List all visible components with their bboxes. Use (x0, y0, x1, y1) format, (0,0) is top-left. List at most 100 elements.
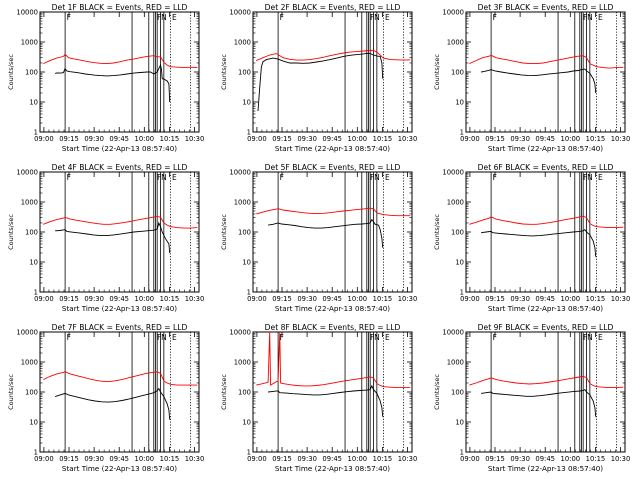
y-tick-label: 10 (29, 99, 38, 107)
marker-label: F (370, 333, 374, 342)
y-axis-label: Counts/sec (433, 214, 441, 250)
marker-label: F (67, 13, 71, 22)
y-tick-label: 1 (34, 129, 38, 137)
x-tick-label: 09:30 (84, 455, 104, 463)
marker-label: F (583, 13, 587, 22)
marker-label: F (280, 333, 284, 342)
x-tick-label: 10:30 (398, 135, 418, 143)
marker-label: F (493, 333, 497, 342)
panel-det-3: Det 3F BLACK = Events, RED = LLD Counts/s… (433, 3, 630, 153)
y-tick-label: 10 (242, 259, 251, 267)
y-tick-label: 100 (25, 69, 38, 77)
marker-label: N (161, 13, 167, 22)
x-tick-label: 09:30 (297, 295, 317, 303)
x-axis-label: Start Time (22-Apr-13 08:57:40) (275, 464, 390, 473)
marker-label: E (172, 13, 177, 22)
marker-label: F (280, 13, 284, 22)
x-tick-label: 10:00 (135, 295, 155, 303)
x-tick-label: 10:15 (586, 295, 606, 303)
y-tick-label: 10 (242, 419, 251, 427)
y-tick-label: 10 (455, 419, 464, 427)
x-tick-label: 10:30 (185, 455, 205, 463)
x-tick-label: 10:15 (586, 455, 606, 463)
x-tick-label: 10:15 (160, 295, 180, 303)
y-tick-label: 1000 (447, 39, 464, 47)
x-tick-label: 10:30 (611, 455, 631, 463)
panel-title: Det 7F BLACK = Events, RED = LLD (52, 323, 188, 332)
marker-label: F (493, 173, 497, 182)
y-tick-label: 10 (455, 99, 464, 107)
x-tick-label: 09:00 (34, 295, 54, 303)
y-axis-label: Counts/sec (220, 374, 228, 410)
x-tick-label: 09:45 (322, 295, 342, 303)
x-tick-label: 10:15 (373, 135, 393, 143)
panel-det-2: Det 2F BLACK = Events, RED = LLD Counts/s… (220, 3, 417, 153)
y-tick-label: 10000 (442, 169, 464, 177)
y-tick-label: 10 (455, 259, 464, 267)
lld-series-line (469, 375, 624, 389)
x-tick-label: 10:30 (398, 455, 418, 463)
x-tick-label: 09:30 (510, 135, 530, 143)
y-tick-label: 1 (34, 449, 38, 457)
marker-label: E (385, 333, 390, 342)
x-tick-label: 10:00 (135, 455, 155, 463)
marker-label: N (374, 173, 380, 182)
events-series-line (481, 228, 597, 257)
x-tick-label: 09:15 (485, 135, 505, 143)
x-tick-label: 10:00 (561, 455, 581, 463)
x-tick-label: 09:15 (485, 295, 505, 303)
lld-series-line (43, 215, 198, 229)
events-series-line (481, 68, 597, 94)
x-tick-label: 10:00 (348, 135, 368, 143)
panel-det-6: Det 6F BLACK = Events, RED = LLD Counts/s… (433, 163, 630, 313)
x-axis-label: Start Time (22-Apr-13 08:57:40) (488, 144, 603, 153)
marker-label: F (157, 13, 161, 22)
marker-label: F (583, 333, 587, 342)
x-tick-label: 09:30 (84, 135, 104, 143)
x-tick-label: 09:15 (272, 295, 292, 303)
lld-series-line (43, 371, 198, 386)
marker-label: N (587, 13, 593, 22)
x-tick-label: 09:45 (109, 295, 129, 303)
x-tick-label: 10:00 (561, 135, 581, 143)
y-tick-label: 100 (25, 229, 38, 237)
y-tick-label: 100 (451, 389, 464, 397)
x-tick-label: 10:30 (611, 295, 631, 303)
y-tick-label: 100 (451, 229, 464, 237)
lld-series-line (469, 54, 624, 69)
panel-title: Det 4F BLACK = Events, RED = LLD (52, 163, 188, 172)
marker-label: F (157, 333, 161, 342)
x-tick-label: 09:00 (247, 455, 267, 463)
y-axis-label: Counts/sec (7, 54, 15, 90)
events-series-line (268, 218, 384, 248)
x-tick-label: 10:00 (348, 295, 368, 303)
panel-title: Det 8F BLACK = Events, RED = LLD (265, 323, 401, 332)
panel-det-8: Det 8F BLACK = Events, RED = LLD Counts/s… (220, 323, 417, 473)
panel-det-4: Det 4F BLACK = Events, RED = LLD Counts/s… (7, 163, 204, 313)
x-axis-label: Start Time (22-Apr-13 08:57:40) (62, 464, 177, 473)
panel-title: Det 6F BLACK = Events, RED = LLD (478, 163, 614, 172)
x-tick-label: 09:45 (535, 135, 555, 143)
marker-label: N (587, 333, 593, 342)
x-axis-label: Start Time (22-Apr-13 08:57:40) (62, 304, 177, 313)
lld-series-line (43, 53, 198, 69)
panel-title: Det 5F BLACK = Events, RED = LLD (265, 163, 401, 172)
marker-label: E (172, 173, 177, 182)
y-tick-label: 1 (460, 129, 464, 137)
marker-label: E (172, 333, 177, 342)
y-tick-label: 100 (238, 389, 251, 397)
x-tick-label: 10:00 (135, 135, 155, 143)
x-tick-label: 09:00 (34, 455, 54, 463)
x-tick-label: 10:15 (373, 295, 393, 303)
marker-label: F (493, 13, 497, 22)
y-tick-label: 10000 (229, 329, 251, 337)
events-series-line (257, 52, 384, 112)
x-tick-label: 10:30 (185, 295, 205, 303)
x-tick-label: 09:30 (297, 455, 317, 463)
x-tick-label: 10:15 (373, 455, 393, 463)
y-tick-label: 1 (460, 449, 464, 457)
x-tick-label: 09:45 (535, 455, 555, 463)
y-tick-label: 1 (34, 289, 38, 297)
x-tick-label: 09:00 (460, 135, 480, 143)
y-tick-label: 100 (451, 69, 464, 77)
